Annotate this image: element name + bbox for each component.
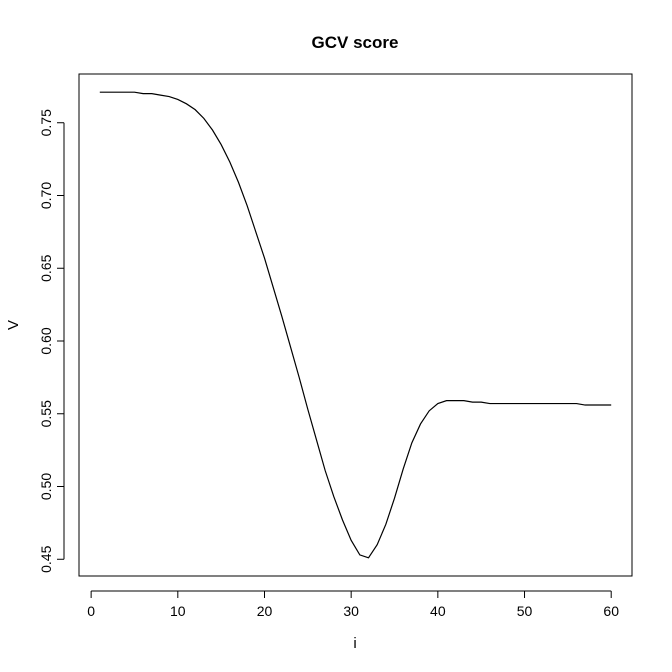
x-tick-label: 30 [343,603,359,619]
x-tick-label: 60 [603,603,619,619]
x-tick-label: 10 [170,603,186,619]
x-axis: 0 10 20 30 40 50 60 [87,590,619,619]
y-tick-label: 0.45 [38,545,54,572]
chart-title: GCV score [312,33,399,52]
plot-frame [78,73,633,577]
y-axis-label: V [5,320,22,330]
x-tick-label: 20 [257,603,273,619]
y-tick-label: 0.60 [38,327,54,354]
y-tick-label: 0.50 [38,473,54,500]
y-tick-label: 0.75 [38,109,54,136]
y-tick-label: 0.65 [38,254,54,281]
y-tick-label: 0.70 [38,182,54,209]
y-axis: 0.45 0.50 0.55 0.60 0.65 0.70 0.75 [38,109,65,573]
x-axis-label: i [353,635,356,652]
gcv-score-line [99,91,612,559]
x-tick-label: 0 [87,603,95,619]
x-tick-label: 40 [430,603,446,619]
x-tick-label: 50 [517,603,533,619]
y-tick-label: 0.55 [38,400,54,427]
